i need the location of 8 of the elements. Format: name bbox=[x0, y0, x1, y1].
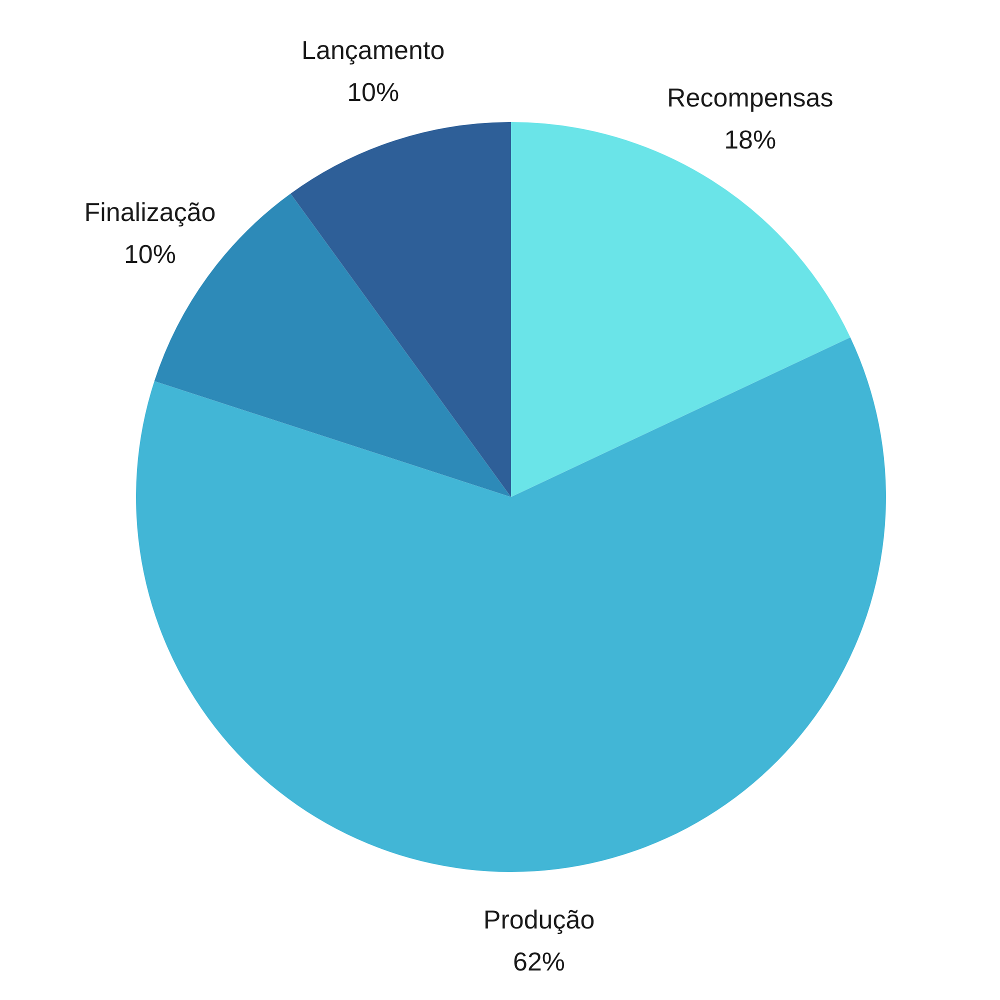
slice-label: Produção bbox=[483, 904, 595, 935]
slice-label: Finalização bbox=[84, 196, 216, 227]
data-label: 10% bbox=[124, 238, 176, 269]
data-label: 10% bbox=[347, 76, 400, 107]
slice-label: Lançamento bbox=[302, 34, 445, 65]
data-label: 18% bbox=[724, 124, 776, 154]
data-label: 62% bbox=[512, 946, 566, 977]
slice-label: Recompensas bbox=[667, 82, 834, 112]
